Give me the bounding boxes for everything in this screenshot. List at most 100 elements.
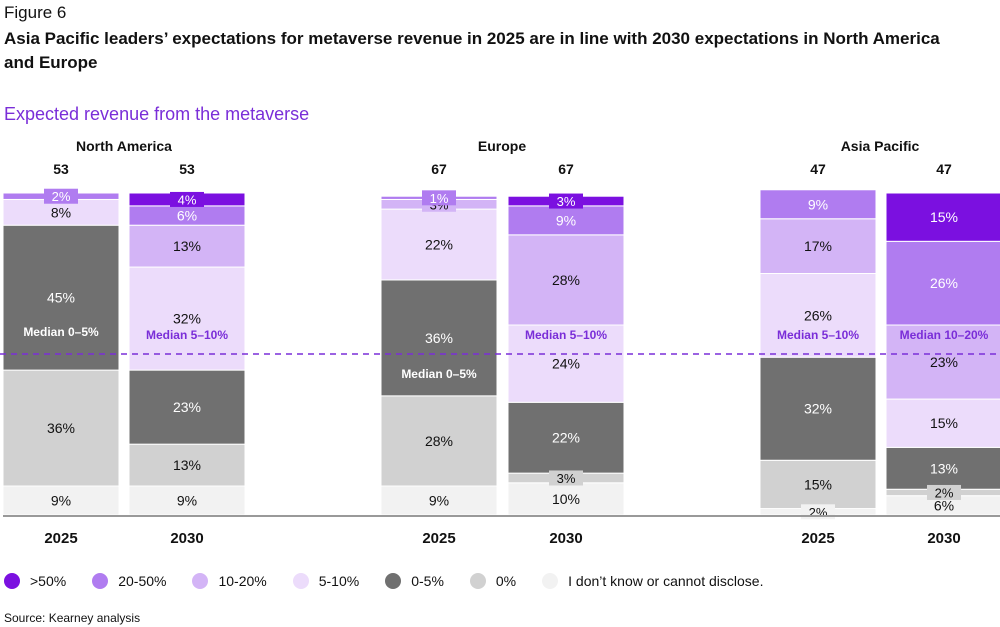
median-label: Median 10–20% — [900, 328, 989, 342]
legend-item: 0-5% — [385, 573, 444, 589]
small-label-box — [549, 470, 583, 486]
bar-segment — [507, 234, 625, 326]
data-label: 15% — [804, 476, 832, 492]
year-label: 2030 — [549, 530, 582, 547]
data-label: 9% — [556, 212, 576, 228]
data-label: 2% — [52, 189, 71, 204]
year-label: 2025 — [44, 530, 77, 547]
data-label: 28% — [425, 433, 453, 449]
data-label: 3% — [557, 194, 576, 209]
bar-segment — [2, 485, 120, 516]
legend-label: >50% — [30, 573, 67, 589]
bar-segment — [507, 401, 625, 474]
sample-size-label: 53 — [179, 161, 195, 177]
bar-segment — [507, 205, 625, 236]
sample-size-label: 47 — [810, 161, 826, 177]
median-label: Median 0–5% — [23, 325, 99, 339]
year-label: 2025 — [801, 530, 834, 547]
legend-label: 10-20% — [218, 573, 267, 589]
legend-swatch — [542, 573, 559, 589]
legend-label: 5-10% — [318, 573, 360, 589]
bar-segment — [885, 324, 1000, 400]
year-label: 2030 — [170, 530, 203, 547]
legend-label: 0% — [495, 573, 517, 589]
bar-segment — [380, 395, 498, 487]
data-label: 36% — [425, 330, 453, 346]
region-label: North America — [76, 138, 172, 154]
legend-item: >50% — [4, 573, 66, 589]
small-label-box — [927, 484, 961, 500]
bar-segment — [759, 356, 877, 461]
legend-swatch — [4, 573, 20, 589]
data-label: 15% — [930, 209, 958, 225]
year-label: 2030 — [927, 530, 960, 547]
sample-size-label: 53 — [53, 161, 69, 177]
region-label: Asia Pacific — [841, 138, 920, 154]
data-label: 23% — [173, 399, 201, 415]
bar-segment — [2, 198, 120, 226]
bar-segment — [128, 266, 246, 371]
sample-size-label: 67 — [558, 161, 574, 177]
data-label: 32% — [804, 401, 832, 417]
legend-swatch — [192, 573, 209, 589]
chart-title: Asia Pacific leaders’ expectations for m… — [4, 29, 940, 72]
data-label: 28% — [552, 272, 580, 288]
legend-label: 20-50% — [118, 573, 167, 589]
data-label: 22% — [552, 430, 580, 446]
data-label: 23% — [930, 354, 958, 370]
data-label: 36% — [47, 420, 75, 436]
data-label: 9% — [808, 196, 828, 212]
sample-size-label: 67 — [431, 161, 447, 177]
legend-item: 0% — [469, 573, 517, 589]
bar-segment — [759, 189, 877, 220]
figure-label: Figure 6 — [4, 3, 67, 22]
legend-label: 0-5% — [411, 573, 444, 589]
bar-segment — [2, 369, 120, 487]
source-note: Source: Kearney analysis — [4, 611, 141, 625]
data-label: 13% — [930, 460, 958, 476]
legend-swatch — [385, 573, 402, 589]
median-label: Median 5–10% — [146, 328, 228, 342]
region-label: Europe — [478, 138, 526, 154]
data-label: 10% — [552, 491, 580, 507]
data-label: 13% — [173, 238, 201, 254]
small-label-box — [44, 188, 78, 204]
median-label: Median 5–10% — [525, 328, 607, 342]
sample-size-label: 47 — [936, 161, 952, 177]
legend-label: I don’t know or cannot disclose. — [568, 573, 764, 589]
data-label: 9% — [429, 493, 449, 509]
data-label: 22% — [425, 237, 453, 253]
bar-segment — [885, 192, 1000, 242]
small-label-box — [170, 191, 204, 207]
data-label: 15% — [930, 415, 958, 431]
data-label: 9% — [51, 493, 71, 509]
year-label: 2025 — [422, 530, 455, 547]
data-label: 2% — [935, 485, 954, 500]
data-label: 4% — [178, 192, 197, 207]
chart-subtitle: Expected revenue from the metaverse — [4, 104, 310, 124]
bar-segment — [380, 208, 498, 281]
median-label: Median 5–10% — [777, 328, 859, 342]
data-label: 2% — [809, 505, 828, 520]
bar-segment — [885, 240, 1000, 326]
bar-segment — [128, 485, 246, 516]
bar-segment — [507, 482, 625, 516]
bar-segment — [128, 369, 246, 445]
small-label-box — [422, 190, 456, 206]
data-label: 45% — [47, 290, 75, 306]
bar-segment — [2, 224, 120, 371]
data-label: 3% — [557, 471, 576, 486]
bar-segment — [759, 459, 877, 510]
bar-segment — [507, 324, 625, 403]
data-label: 9% — [177, 493, 197, 509]
data-label: 8% — [51, 204, 71, 220]
legend: >50% 20-50% 10-20% 5-10% 0-5% 0% I don’t know … — [4, 570, 789, 592]
legend-item: 20-50% — [92, 573, 166, 589]
bar-segment — [128, 224, 246, 268]
bar-segment — [380, 279, 498, 397]
bar-segment — [380, 485, 498, 516]
legend-swatch — [469, 573, 486, 589]
data-label: 32% — [173, 311, 201, 327]
data-label: 17% — [804, 238, 832, 254]
